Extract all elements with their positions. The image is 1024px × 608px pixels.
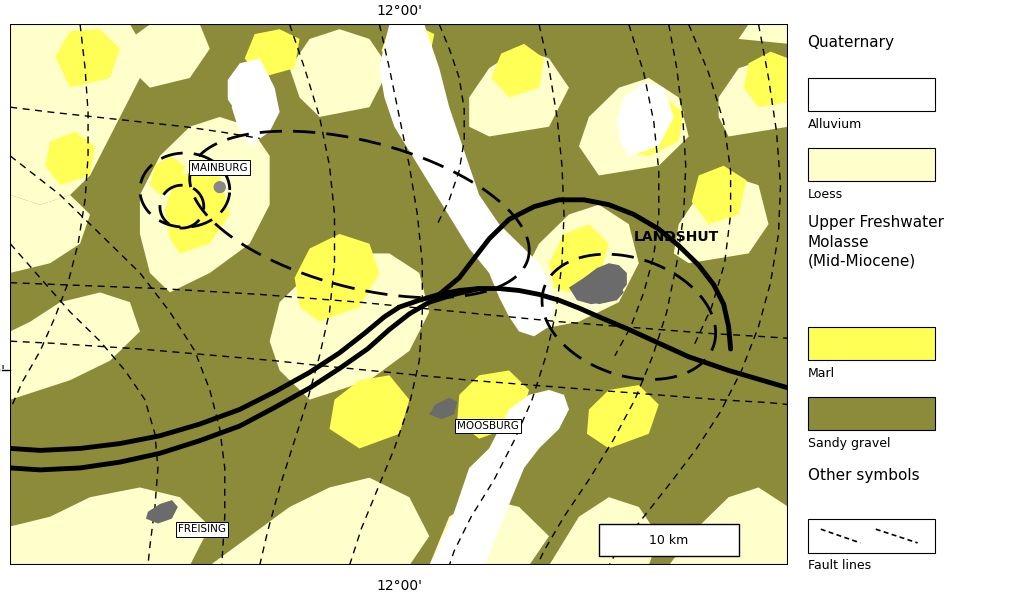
Polygon shape — [458, 370, 529, 439]
Text: 12°00': 12°00' — [377, 579, 422, 593]
Text: 12°00': 12°00' — [377, 4, 422, 18]
Polygon shape — [616, 83, 674, 156]
Polygon shape — [10, 292, 140, 399]
Polygon shape — [10, 24, 150, 205]
Polygon shape — [691, 166, 746, 224]
Polygon shape — [549, 224, 609, 292]
Polygon shape — [587, 385, 658, 449]
Text: Upper Freshwater
Molasse
(Mid-Miocene): Upper Freshwater Molasse (Mid-Miocene) — [808, 215, 943, 269]
Polygon shape — [295, 234, 380, 322]
Polygon shape — [10, 488, 210, 565]
Polygon shape — [743, 52, 788, 107]
Polygon shape — [579, 78, 689, 176]
Polygon shape — [569, 263, 627, 304]
Text: FREISING: FREISING — [178, 525, 226, 534]
Polygon shape — [245, 29, 300, 78]
Polygon shape — [389, 390, 569, 565]
Bar — [808, 327, 935, 360]
Polygon shape — [10, 24, 788, 565]
Polygon shape — [719, 58, 788, 136]
Polygon shape — [549, 497, 658, 565]
Polygon shape — [130, 24, 210, 88]
Polygon shape — [231, 68, 280, 146]
Polygon shape — [519, 205, 639, 331]
Bar — [599, 525, 738, 556]
Polygon shape — [290, 29, 389, 117]
Polygon shape — [629, 97, 684, 156]
Polygon shape — [227, 58, 269, 117]
Text: Other symbols: Other symbols — [808, 468, 920, 483]
Polygon shape — [146, 500, 178, 523]
Polygon shape — [380, 24, 554, 336]
Polygon shape — [10, 117, 50, 166]
Bar — [808, 603, 935, 608]
Text: Alluvium: Alluvium — [808, 119, 862, 131]
Polygon shape — [429, 497, 549, 565]
Polygon shape — [165, 166, 229, 254]
Polygon shape — [150, 156, 185, 195]
Text: Loess: Loess — [808, 188, 843, 201]
Text: Sandy gravel: Sandy gravel — [808, 437, 890, 449]
Polygon shape — [674, 176, 769, 263]
Text: MOOSBURG: MOOSBURG — [458, 421, 519, 431]
Polygon shape — [55, 29, 120, 88]
Polygon shape — [140, 117, 269, 292]
Polygon shape — [330, 375, 410, 449]
Text: LANDSHUT: LANDSHUT — [634, 230, 719, 244]
Polygon shape — [269, 254, 429, 399]
Polygon shape — [738, 24, 788, 44]
Polygon shape — [45, 131, 95, 185]
Circle shape — [214, 182, 225, 193]
Polygon shape — [429, 398, 458, 419]
Bar — [808, 519, 935, 553]
Bar — [808, 148, 935, 181]
Text: 10 km: 10 km — [649, 534, 688, 547]
Polygon shape — [210, 478, 429, 565]
Text: 48°30': 48°30' — [0, 364, 5, 378]
Polygon shape — [469, 49, 569, 136]
Polygon shape — [10, 195, 90, 273]
Polygon shape — [583, 281, 624, 304]
Polygon shape — [381, 24, 434, 68]
Text: Fault lines: Fault lines — [808, 559, 870, 573]
Text: Quaternary: Quaternary — [808, 35, 895, 50]
Polygon shape — [669, 488, 788, 565]
Bar — [808, 78, 935, 111]
Text: Marl: Marl — [808, 367, 835, 380]
Polygon shape — [492, 44, 544, 97]
Bar — [808, 396, 935, 430]
Text: MAINBURG: MAINBURG — [191, 162, 248, 173]
